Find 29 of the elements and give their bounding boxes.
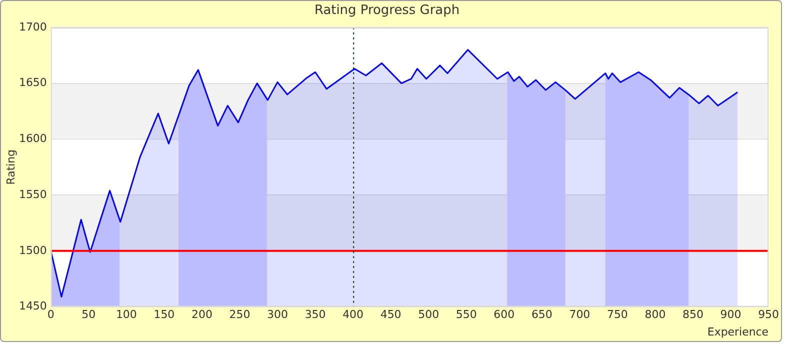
x-tick-label: 50 xyxy=(82,308,96,322)
x-tick-label: 700 xyxy=(569,308,590,322)
x-tick-label: 900 xyxy=(720,308,742,322)
x-tick-label: 500 xyxy=(418,308,440,322)
y-axis-title: Rating xyxy=(4,150,18,185)
x-tick-label: 400 xyxy=(342,308,364,322)
y-tick-label: 1700 xyxy=(18,20,47,34)
x-tick-label: 100 xyxy=(116,308,137,322)
x-tick-label: 950 xyxy=(758,308,780,322)
x-tick-label: 150 xyxy=(154,308,175,322)
y-tick-label: 1600 xyxy=(18,132,47,146)
x-axis-title: Experience xyxy=(707,325,769,338)
x-tick-label: 200 xyxy=(191,308,212,322)
x-tick-label: 350 xyxy=(304,308,326,322)
chart-title: Rating Progress Graph xyxy=(314,3,460,18)
x-tick-label: 600 xyxy=(494,308,515,322)
x-tick-label: 750 xyxy=(606,308,628,322)
x-tick-label: 850 xyxy=(682,308,704,322)
x-tick-label: 450 xyxy=(380,308,402,322)
x-tick-label: 800 xyxy=(644,308,666,322)
x-tick-label: 250 xyxy=(229,308,250,322)
y-tick-label: 1450 xyxy=(18,300,47,313)
y-tick-label: 1650 xyxy=(18,76,47,90)
x-tick-label: 300 xyxy=(267,308,288,322)
x-tick-label: 550 xyxy=(456,308,477,322)
x-tick-label: 650 xyxy=(531,308,552,322)
x-tick-label: 0 xyxy=(47,308,54,322)
y-tick-label: 1500 xyxy=(18,244,47,257)
y-tick-label: 1550 xyxy=(18,188,47,201)
